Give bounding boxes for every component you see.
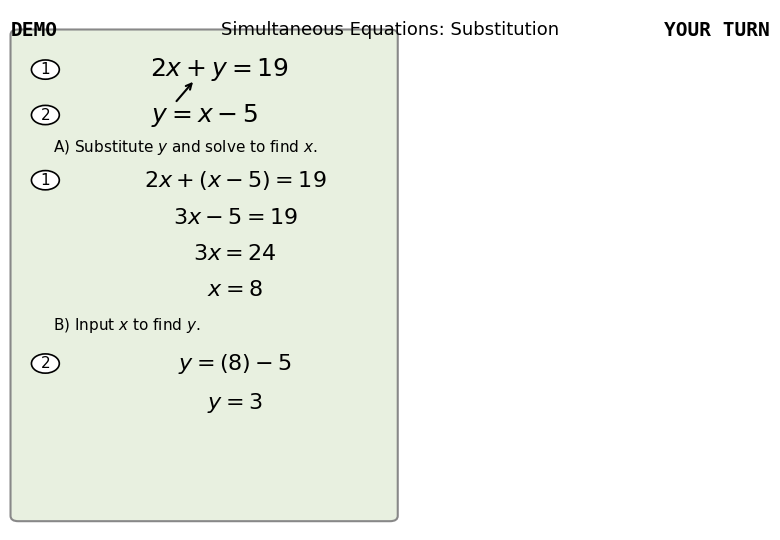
Text: A) Substitute $y$ and solve to find $x$.: A) Substitute $y$ and solve to find $x$. [53,138,317,157]
Text: 1: 1 [41,62,50,77]
Text: 1: 1 [41,173,50,188]
Text: $y = x - 5$: $y = x - 5$ [151,102,257,129]
Text: DEMO: DEMO [10,22,58,40]
Text: $3x = 24$: $3x = 24$ [193,244,277,264]
Text: $3x - 5 = 19$: $3x - 5 = 19$ [172,207,297,228]
Text: Simultaneous Equations: Substitution: Simultaneous Equations: Substitution [221,22,559,39]
FancyBboxPatch shape [10,30,398,521]
Circle shape [31,354,59,373]
Text: $x = 8$: $x = 8$ [207,280,263,300]
Text: $y = 3$: $y = 3$ [207,390,263,415]
Text: 2: 2 [41,356,50,371]
Text: YOUR TURN: YOUR TURN [664,22,770,40]
Circle shape [31,60,59,79]
Text: $2x + (x - 5) = 19$: $2x + (x - 5) = 19$ [144,168,326,192]
Text: $y = (8) - 5$: $y = (8) - 5$ [178,352,292,375]
Text: $2x + y = 19$: $2x + y = 19$ [151,56,289,83]
Text: B) Input $x$ to find $y$.: B) Input $x$ to find $y$. [53,316,200,335]
Text: 2: 2 [41,107,50,123]
Circle shape [31,171,59,190]
Circle shape [31,105,59,125]
